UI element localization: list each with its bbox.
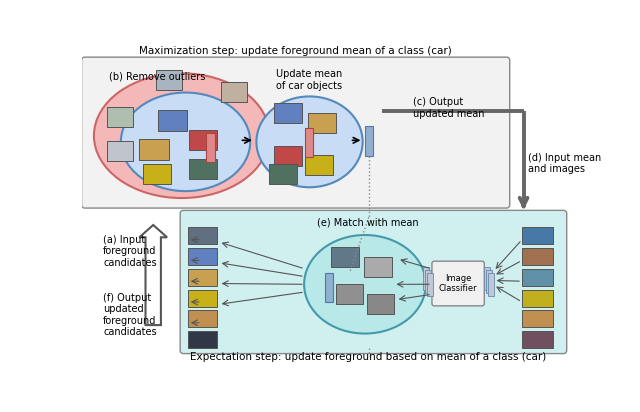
FancyBboxPatch shape [188,227,217,244]
FancyBboxPatch shape [522,311,553,328]
Text: (a) Input
foreground
candidates: (a) Input foreground candidates [103,234,157,268]
FancyBboxPatch shape [274,146,302,166]
FancyBboxPatch shape [188,248,217,265]
FancyBboxPatch shape [522,227,553,244]
FancyBboxPatch shape [107,141,133,161]
FancyBboxPatch shape [432,261,484,306]
Text: (d) Input mean
and images: (d) Input mean and images [528,152,602,174]
FancyBboxPatch shape [188,290,217,307]
FancyBboxPatch shape [428,273,433,296]
FancyArrow shape [140,225,167,325]
Text: Image
Classifier: Image Classifier [439,274,477,293]
Ellipse shape [304,235,426,334]
Text: Update mean
of car objects: Update mean of car objects [276,70,342,91]
FancyBboxPatch shape [274,103,302,123]
FancyBboxPatch shape [367,293,394,314]
FancyBboxPatch shape [189,130,217,150]
FancyBboxPatch shape [486,270,492,293]
FancyBboxPatch shape [188,269,217,286]
FancyBboxPatch shape [488,273,494,296]
FancyBboxPatch shape [158,110,187,131]
Text: (c) Output
updated mean: (c) Output updated mean [413,97,484,119]
FancyBboxPatch shape [140,139,168,160]
Text: Maximization step: update foreground mean of a class (car): Maximization step: update foreground mea… [140,46,452,56]
Ellipse shape [257,96,363,187]
Text: (f) Output
updated
foreground
candidates: (f) Output updated foreground candidates [103,293,157,337]
FancyBboxPatch shape [107,107,133,127]
Text: Expectation step: update foreground based on mean of a class (car): Expectation step: update foreground base… [190,352,546,362]
FancyBboxPatch shape [336,284,364,304]
FancyBboxPatch shape [206,133,215,162]
FancyBboxPatch shape [522,331,553,348]
FancyBboxPatch shape [522,290,553,307]
Ellipse shape [94,73,269,198]
FancyBboxPatch shape [269,164,297,184]
FancyBboxPatch shape [305,155,333,175]
FancyBboxPatch shape [365,126,372,156]
FancyBboxPatch shape [331,247,359,267]
FancyBboxPatch shape [188,311,217,328]
FancyBboxPatch shape [156,70,182,90]
FancyBboxPatch shape [188,331,217,348]
FancyBboxPatch shape [308,112,336,133]
FancyBboxPatch shape [522,269,553,286]
FancyBboxPatch shape [422,267,429,290]
FancyBboxPatch shape [189,159,217,179]
FancyBboxPatch shape [143,164,171,184]
FancyBboxPatch shape [305,128,314,157]
Text: (b) Remove outliers: (b) Remove outliers [109,71,205,81]
Ellipse shape [121,93,250,191]
FancyBboxPatch shape [522,248,553,265]
FancyBboxPatch shape [325,273,333,302]
FancyBboxPatch shape [180,211,566,353]
FancyBboxPatch shape [364,257,392,276]
Text: (e) Match with mean: (e) Match with mean [317,217,419,227]
FancyBboxPatch shape [484,267,490,290]
FancyBboxPatch shape [425,270,431,293]
FancyBboxPatch shape [82,57,509,208]
FancyBboxPatch shape [221,82,247,102]
